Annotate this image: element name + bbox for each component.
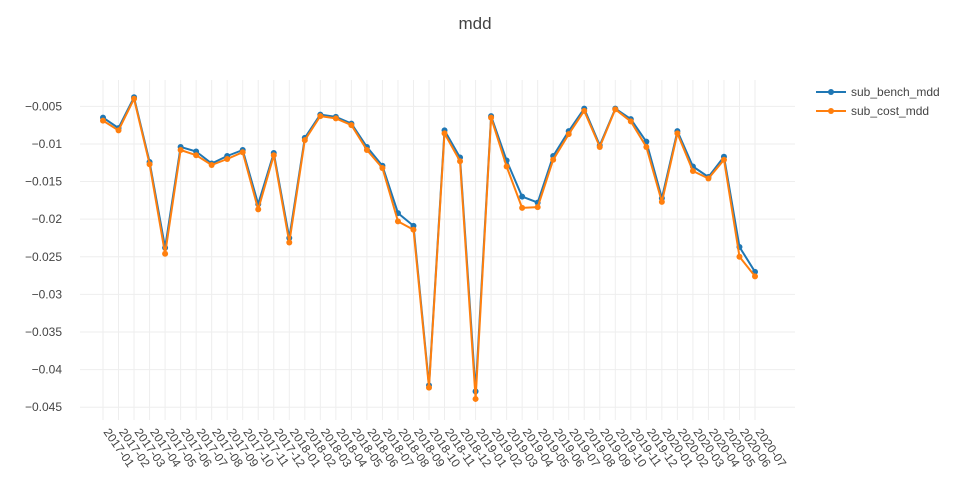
- x-axis: 2017-012017-022017-032017-042017-052017-…: [101, 426, 790, 470]
- data-point[interactable]: [736, 253, 743, 260]
- data-point[interactable]: [472, 395, 479, 402]
- y-tick-label: −0.01: [32, 137, 63, 151]
- y-tick-label: −0.025: [25, 250, 62, 264]
- data-point[interactable]: [410, 226, 417, 233]
- y-tick-label: −0.045: [25, 400, 62, 414]
- data-point[interactable]: [255, 206, 262, 213]
- legend[interactable]: sub_bench_mdd sub_cost_mdd: [816, 85, 940, 118]
- data-point[interactable]: [643, 143, 650, 150]
- data-point[interactable]: [581, 107, 588, 114]
- y-tick-label: −0.015: [25, 175, 62, 189]
- data-point[interactable]: [596, 143, 603, 150]
- data-point[interactable]: [100, 117, 106, 124]
- data-point[interactable]: [720, 156, 727, 163]
- data-point[interactable]: [332, 115, 339, 122]
- data-point[interactable]: [627, 118, 634, 125]
- y-tick-label: −0.04: [32, 363, 63, 377]
- data-point[interactable]: [115, 127, 122, 134]
- data-point[interactable]: [208, 162, 215, 168]
- data-point[interactable]: [612, 106, 619, 113]
- legend-swatch-marker: [828, 108, 834, 114]
- legend-swatch-marker: [828, 89, 834, 95]
- data-point[interactable]: [146, 161, 153, 168]
- data-point[interactable]: [519, 193, 526, 200]
- data-point[interactable]: [565, 131, 572, 138]
- chart-title: mdd: [458, 14, 491, 33]
- y-tick-label: −0.005: [25, 99, 62, 113]
- data-point[interactable]: [379, 165, 386, 172]
- data-point[interactable]: [348, 122, 355, 129]
- legend-label: sub_cost_mdd: [851, 104, 929, 118]
- data-point[interactable]: [301, 137, 308, 144]
- data-point[interactable]: [317, 113, 324, 120]
- series-group: [100, 94, 758, 402]
- data-point[interactable]: [752, 273, 758, 280]
- y-tick-label: −0.03: [32, 287, 63, 301]
- data-point[interactable]: [286, 239, 293, 246]
- data-point[interactable]: [441, 130, 448, 137]
- data-point[interactable]: [162, 250, 169, 257]
- y-axis: −0.005 −0.01 −0.015 −0.02 −0.025 −0.03 −0.035 −…: [25, 99, 62, 414]
- data-point[interactable]: [426, 384, 432, 391]
- legend-label: sub_bench_mdd: [851, 85, 940, 99]
- data-point[interactable]: [363, 146, 370, 153]
- data-point[interactable]: [519, 204, 526, 211]
- data-point[interactable]: [239, 149, 246, 156]
- data-point[interactable]: [394, 218, 401, 225]
- legend-item[interactable]: sub_bench_mdd: [816, 85, 940, 99]
- data-point[interactable]: [534, 204, 541, 211]
- data-point[interactable]: [177, 146, 184, 153]
- data-point[interactable]: [457, 158, 464, 165]
- data-point[interactable]: [270, 152, 277, 159]
- data-point[interactable]: [674, 130, 681, 137]
- legend-item[interactable]: sub_cost_mdd: [816, 104, 929, 118]
- data-point[interactable]: [503, 163, 510, 170]
- data-point[interactable]: [224, 155, 231, 162]
- data-point[interactable]: [193, 152, 200, 159]
- data-point[interactable]: [689, 168, 696, 175]
- y-tick-label: −0.035: [25, 325, 62, 339]
- series-sub_cost_mdd: [100, 95, 758, 402]
- data-point[interactable]: [131, 95, 138, 102]
- data-point[interactable]: [658, 198, 665, 205]
- data-point[interactable]: [550, 156, 557, 163]
- y-tick-label: −0.02: [32, 212, 63, 226]
- data-point[interactable]: [705, 175, 712, 182]
- data-point[interactable]: [488, 114, 495, 121]
